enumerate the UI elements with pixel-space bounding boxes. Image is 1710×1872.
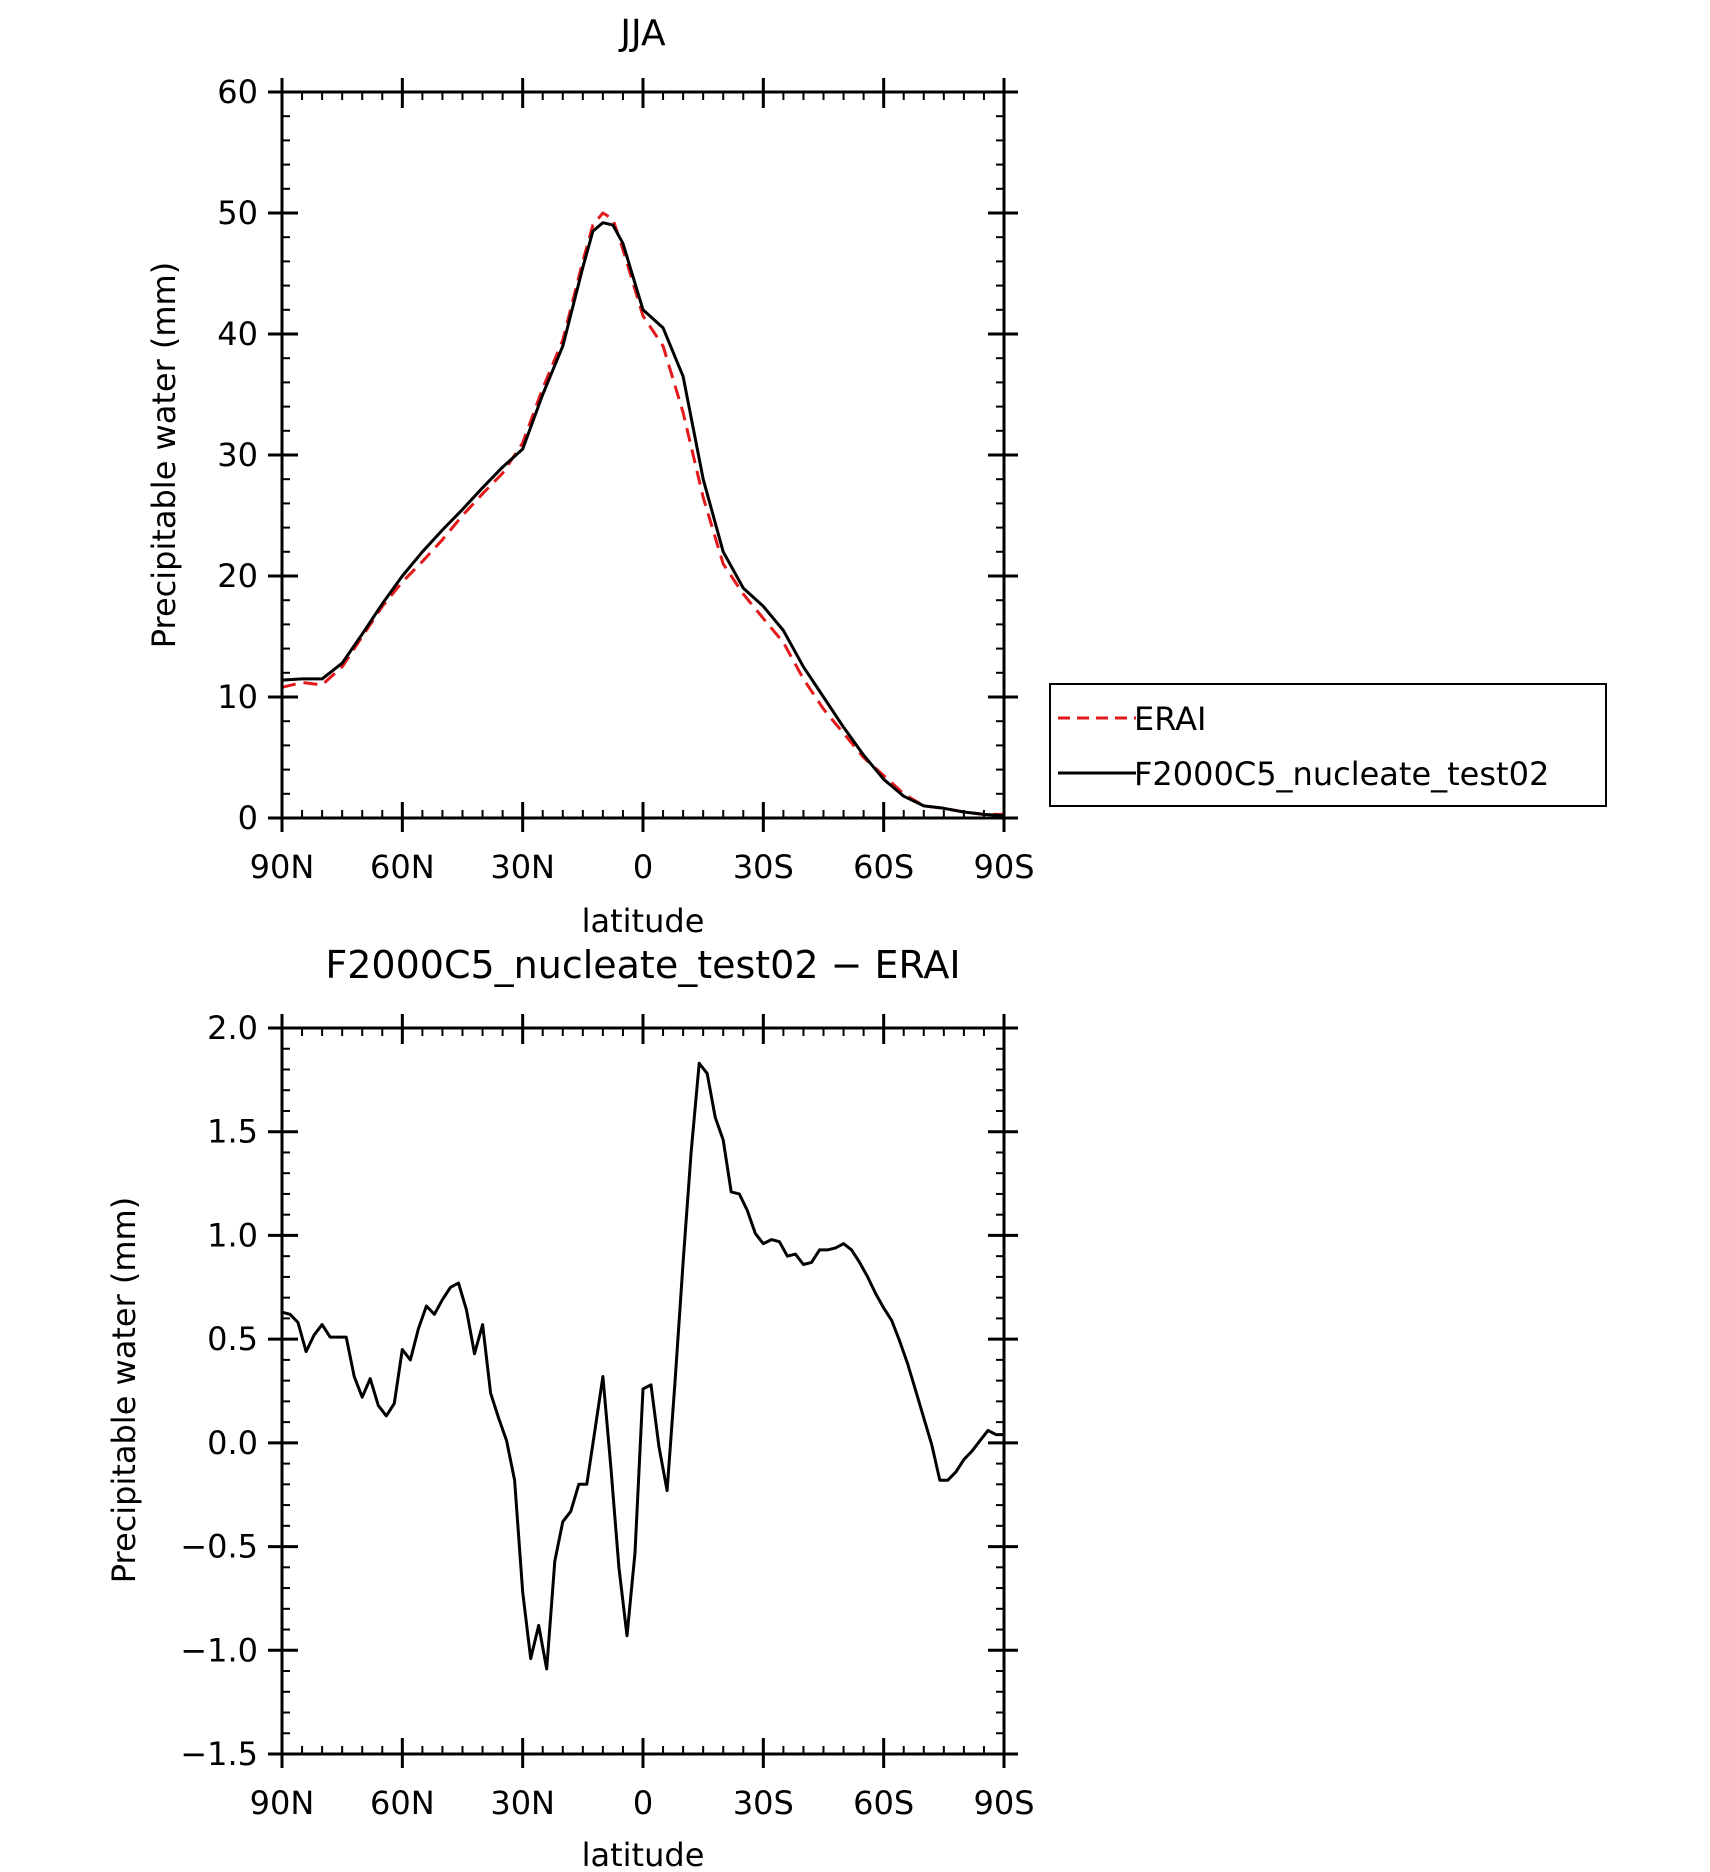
top-chart-title: JJA bbox=[618, 13, 666, 54]
bottom-chart-xlabel: latitude bbox=[582, 1836, 705, 1872]
x-tick-label: 0 bbox=[633, 848, 653, 886]
y-tick-label: −0.5 bbox=[180, 1528, 258, 1566]
x-tick-label: 60N bbox=[370, 1784, 435, 1822]
bottom-chart-ylabel: Precipitable water (mm) bbox=[105, 1197, 143, 1583]
x-tick-label: 30S bbox=[733, 1784, 794, 1822]
top-chart: JJA Precipitable water (mm) latitude 0 10… bbox=[145, 13, 1035, 940]
y-tick-label: 30 bbox=[217, 436, 258, 474]
y-tick-label: 2.0 bbox=[207, 1009, 258, 1047]
legend-label-erai: ERAI bbox=[1134, 700, 1206, 738]
top-chart-ticks: 0 10 20 30 40 50 60 90N 60N 30N 0 30S 60S 90S bbox=[217, 73, 1034, 886]
x-tick-label: 90S bbox=[973, 848, 1034, 886]
y-tick-label: 20 bbox=[217, 557, 258, 595]
y-tick-label: 60 bbox=[217, 73, 258, 111]
top-chart-plot-frame bbox=[280, 90, 1006, 820]
x-tick-label: 30S bbox=[733, 848, 794, 886]
x-tick-label: 30N bbox=[490, 848, 555, 886]
legend: ERAI F2000C5_nucleate_test02 bbox=[1049, 683, 1607, 807]
y-tick-label: 0 bbox=[238, 799, 258, 837]
y-tick-label: 0.5 bbox=[207, 1320, 258, 1358]
y-tick-label: 10 bbox=[217, 678, 258, 716]
bottom-chart-plot-frame bbox=[280, 1026, 1006, 1756]
bottom-chart-series-line-0 bbox=[281, 1061, 1004, 1671]
y-tick-label: −1.0 bbox=[180, 1631, 258, 1669]
top-chart-xlabel: latitude bbox=[582, 902, 705, 940]
x-tick-label: 90N bbox=[250, 848, 315, 886]
y-tick-label: 40 bbox=[217, 315, 258, 353]
x-tick-label: 60S bbox=[853, 1784, 914, 1822]
bottom-chart-ticks: −1.5 −1.0 −0.5 0.0 0.5 1.0 1.5 2.0 90N 60N 30N 0 30S… bbox=[180, 1009, 1034, 1822]
x-tick-label: 60S bbox=[853, 848, 914, 886]
bottom-chart-title: F2000C5_nucleate_test02 − ERAI bbox=[325, 943, 960, 987]
top-chart-ylabel: Precipitable water (mm) bbox=[145, 262, 183, 648]
x-tick-label: 30N bbox=[490, 1784, 555, 1822]
y-tick-label: 1.5 bbox=[207, 1113, 258, 1151]
top-chart-series-line-0 bbox=[281, 211, 1004, 816]
bottom-chart-series bbox=[281, 1061, 1004, 1671]
y-tick-label: 50 bbox=[217, 194, 258, 232]
x-tick-label: 60N bbox=[370, 848, 435, 886]
x-tick-label: 0 bbox=[633, 1784, 653, 1822]
legend-label-model: F2000C5_nucleate_test02 bbox=[1134, 755, 1549, 793]
y-tick-label: 1.0 bbox=[207, 1216, 258, 1254]
bottom-chart: F2000C5_nucleate_test02 − ERAI Precipita… bbox=[105, 943, 1035, 1872]
top-chart-series-line-1 bbox=[281, 221, 1005, 818]
y-tick-label: 0.0 bbox=[207, 1424, 258, 1462]
x-tick-label: 90S bbox=[973, 1784, 1034, 1822]
top-chart-series bbox=[281, 211, 1005, 818]
legend-box bbox=[1049, 683, 1607, 807]
x-tick-label: 90N bbox=[250, 1784, 315, 1822]
y-tick-label: −1.5 bbox=[180, 1735, 258, 1773]
